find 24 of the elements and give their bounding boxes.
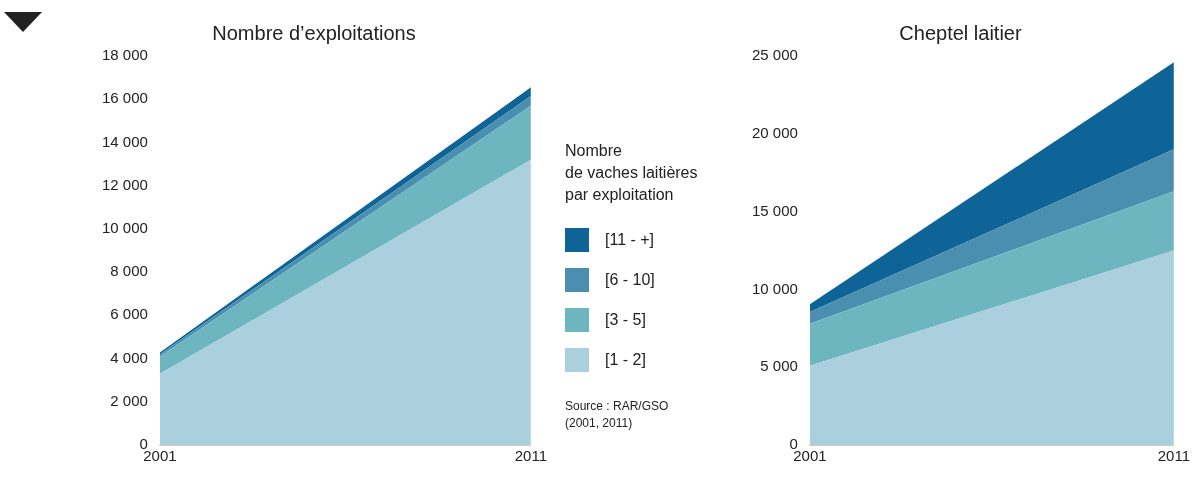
y-tick-label: 10 000: [101, 219, 148, 237]
legend-title: Nombre de vaches laitières par exploitation: [565, 141, 699, 205]
x-tick-label: 2011: [514, 447, 547, 465]
y-tick-label: 6 000: [110, 305, 148, 323]
legend-label: [1 - 2]: [605, 351, 646, 369]
y-tick-label: 18 000: [101, 46, 148, 64]
chart-title: Cheptel laitier: [899, 21, 1022, 44]
chart-title: Nombre d’exploitations: [212, 21, 416, 44]
legend-label: [6 - 10]: [605, 271, 655, 289]
y-tick-label: 10 000: [751, 279, 798, 297]
y-tick-label: 14 000: [101, 132, 148, 150]
x-tick-label: 2011: [1157, 447, 1190, 465]
y-tick-label: 25 000: [751, 46, 798, 64]
legend-label: [3 - 5]: [605, 311, 646, 329]
y-tick-label: 2 000: [110, 391, 148, 409]
y-tick-label: 15 000: [751, 201, 798, 219]
legend-label: [11 - +]: [605, 231, 655, 249]
y-tick-label: 8 000: [110, 262, 148, 280]
y-tick-label: 20 000: [751, 123, 798, 141]
y-tick-label: 16 000: [101, 89, 148, 107]
source-note: Source : RAR/GSO (2001, 2011): [565, 398, 670, 432]
y-tick-label: 12 000: [101, 175, 148, 193]
y-tick-label: 4 000: [110, 348, 148, 366]
y-tick-label: 5 000: [760, 357, 798, 375]
